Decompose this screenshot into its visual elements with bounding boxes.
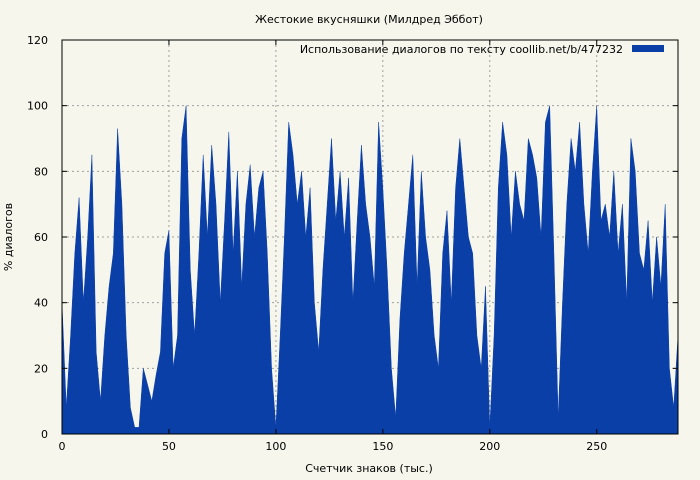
legend-swatch xyxy=(632,45,664,52)
y-tick-label: 120 xyxy=(27,34,48,47)
y-axis-label: % диалогов xyxy=(2,203,15,271)
y-tick-label: 60 xyxy=(34,231,48,244)
y-tick-label: 80 xyxy=(34,165,48,178)
x-tick-label: 200 xyxy=(479,440,500,453)
series-area-path xyxy=(61,105,679,435)
chart-title: Жестокие вкусняшки (Милдред Эббот) xyxy=(255,13,483,26)
x-tick-label: 0 xyxy=(59,440,66,453)
legend-series-label: Использование диалогов по тексту coollib… xyxy=(300,43,623,56)
y-tick-label: 0 xyxy=(41,428,48,441)
x-tick-label: 100 xyxy=(265,440,286,453)
series-area xyxy=(61,105,679,435)
x-tick-label: 150 xyxy=(372,440,393,453)
y-tick-label: 40 xyxy=(34,297,48,310)
x-tick-label: 250 xyxy=(586,440,607,453)
legend: Использование диалогов по тексту coollib… xyxy=(300,43,664,56)
x-axis-label: Счетчик знаков (тыс.) xyxy=(305,462,433,475)
y-axis-ticks: 0 20 40 60 80 100 120 xyxy=(27,34,678,441)
x-tick-label: 50 xyxy=(162,440,176,453)
y-tick-label: 100 xyxy=(27,100,48,113)
x-axis-ticks: 0 50 100 150 200 250 xyxy=(59,40,607,453)
y-tick-label: 20 xyxy=(34,362,48,375)
